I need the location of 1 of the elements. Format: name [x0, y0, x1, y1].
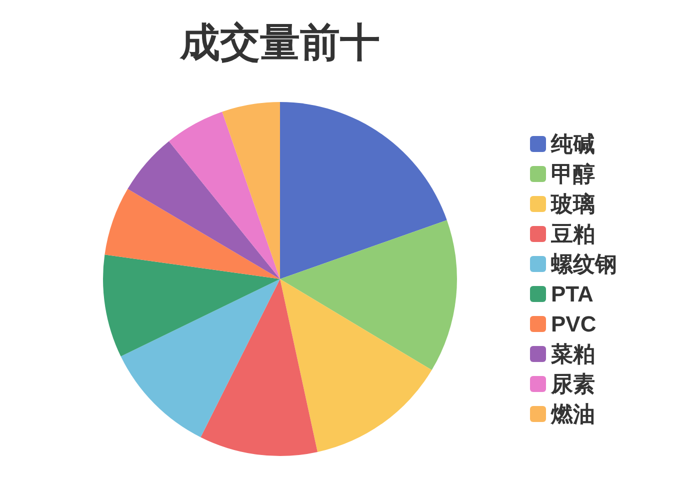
- title: 成交量前十: [180, 21, 380, 65]
